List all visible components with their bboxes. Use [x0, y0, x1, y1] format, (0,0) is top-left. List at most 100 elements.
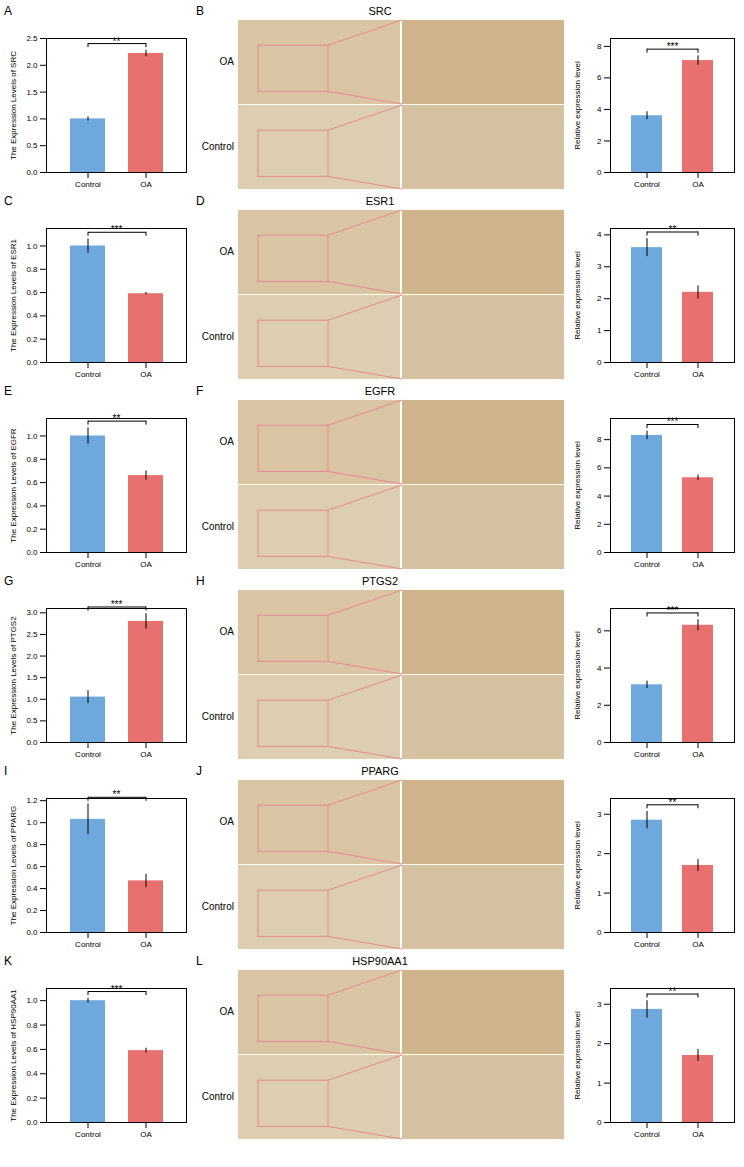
svg-text:Control: Control	[634, 750, 660, 759]
svg-text:1.5: 1.5	[26, 673, 38, 682]
svg-text:**: **	[669, 224, 677, 235]
svg-text:OA: OA	[220, 816, 235, 827]
svg-text:0.2: 0.2	[26, 906, 38, 915]
svg-text:***: ***	[667, 41, 679, 52]
svg-text:Control: Control	[634, 560, 660, 569]
svg-text:OA: OA	[692, 180, 704, 189]
svg-text:1: 1	[597, 889, 602, 898]
svg-text:OA: OA	[692, 750, 704, 759]
svg-text:OA: OA	[140, 750, 152, 759]
svg-text:The Expression Levels of HSP90: The Expression Levels of HSP90AA1	[9, 989, 18, 1122]
svg-text:0.0: 0.0	[26, 1118, 38, 1127]
svg-text:Control: Control	[634, 940, 660, 949]
svg-text:3: 3	[597, 810, 602, 819]
svg-text:Control: Control	[75, 940, 101, 949]
svg-text:0.0: 0.0	[26, 358, 38, 367]
svg-text:OA: OA	[220, 626, 235, 637]
svg-text:0.6: 0.6	[26, 478, 38, 487]
svg-text:The Expression Levels of ESR1: The Expression Levels of ESR1	[9, 238, 18, 351]
svg-text:OA: OA	[692, 560, 704, 569]
svg-text:Control: Control	[75, 370, 101, 379]
svg-text:4: 4	[597, 492, 602, 501]
svg-text:Relative expression level: Relative expression level	[573, 821, 582, 910]
svg-text:0: 0	[597, 548, 602, 557]
svg-text:Control: Control	[634, 1130, 660, 1139]
svg-text:1.5: 1.5	[26, 88, 38, 97]
svg-text:***: ***	[111, 224, 123, 235]
svg-text:0.8: 0.8	[26, 840, 38, 849]
svg-text:OA: OA	[140, 560, 152, 569]
svg-text:2: 2	[597, 1039, 602, 1048]
svg-text:1.0: 1.0	[26, 695, 38, 704]
svg-text:0.6: 0.6	[26, 1045, 38, 1054]
svg-text:**: **	[669, 986, 677, 997]
svg-text:3: 3	[597, 1000, 602, 1009]
svg-text:***: ***	[111, 984, 123, 995]
svg-text:The Expression Levels of PTGS2: The Expression Levels of PTGS2	[9, 616, 18, 735]
svg-text:0.8: 0.8	[26, 1021, 38, 1030]
svg-text:0.8: 0.8	[26, 455, 38, 464]
svg-text:2: 2	[597, 137, 602, 146]
svg-text:0.2: 0.2	[26, 335, 38, 344]
svg-text:The Expression Levels of EGFR: The Expression Levels of EGFR	[9, 428, 18, 542]
svg-text:Relative expression level: Relative expression level	[573, 61, 582, 150]
svg-text:Control: Control	[75, 1130, 101, 1139]
svg-text:0: 0	[597, 928, 602, 937]
svg-text:OA: OA	[220, 246, 235, 257]
svg-text:8: 8	[597, 42, 602, 51]
svg-text:OA: OA	[220, 56, 235, 67]
svg-text:0.5: 0.5	[26, 716, 38, 725]
svg-text:0.0: 0.0	[26, 738, 38, 747]
svg-text:2.5: 2.5	[26, 630, 38, 639]
svg-text:2.0: 2.0	[26, 61, 38, 70]
svg-text:3: 3	[597, 262, 602, 271]
svg-text:0.4: 0.4	[26, 884, 38, 893]
svg-text:OA: OA	[140, 370, 152, 379]
svg-text:0.4: 0.4	[26, 311, 38, 320]
svg-text:1.2: 1.2	[26, 796, 38, 805]
svg-text:1.0: 1.0	[26, 818, 38, 827]
svg-text:Control: Control	[75, 180, 101, 189]
svg-text:0.4: 0.4	[26, 1069, 38, 1078]
svg-text:2: 2	[597, 849, 602, 858]
svg-text:4: 4	[597, 105, 602, 114]
svg-text:0.5: 0.5	[26, 141, 38, 150]
svg-text:1.0: 1.0	[26, 242, 38, 251]
svg-text:Relative expression level: Relative expression level	[573, 1011, 582, 1100]
svg-text:Control: Control	[75, 750, 101, 759]
svg-text:***: ***	[667, 605, 679, 616]
svg-text:0: 0	[597, 168, 602, 177]
svg-text:**: **	[113, 36, 121, 47]
svg-text:2: 2	[597, 520, 602, 529]
svg-text:Control: Control	[202, 711, 234, 722]
svg-text:4: 4	[597, 230, 602, 239]
svg-text:OA: OA	[692, 1130, 704, 1139]
svg-text:2.5: 2.5	[26, 34, 38, 43]
svg-text:3.0: 3.0	[26, 608, 38, 617]
svg-text:2: 2	[597, 701, 602, 710]
svg-text:6: 6	[597, 73, 602, 82]
svg-text:Control: Control	[202, 901, 234, 912]
svg-text:0.0: 0.0	[26, 168, 38, 177]
svg-text:6: 6	[597, 626, 602, 635]
svg-text:Control: Control	[202, 1091, 234, 1102]
svg-text:1.0: 1.0	[26, 996, 38, 1005]
svg-text:2.0: 2.0	[26, 652, 38, 661]
svg-text:4: 4	[597, 664, 602, 673]
svg-text:1: 1	[597, 1079, 602, 1088]
svg-text:1: 1	[597, 326, 602, 335]
svg-text:0.0: 0.0	[26, 928, 38, 937]
svg-text:The Expression Levels of SRC: The Expression Levels of SRC	[9, 51, 18, 160]
svg-text:0.8: 0.8	[26, 265, 38, 274]
svg-text:OA: OA	[140, 180, 152, 189]
svg-text:0.2: 0.2	[26, 1094, 38, 1103]
svg-text:Control: Control	[75, 560, 101, 569]
svg-text:Relative expression level: Relative expression level	[573, 251, 582, 340]
svg-text:The Expression Levels of PPARG: The Expression Levels of PPARG	[9, 806, 18, 925]
svg-text:6: 6	[597, 463, 602, 472]
svg-text:OA: OA	[692, 370, 704, 379]
svg-text:0: 0	[597, 738, 602, 747]
svg-text:0.6: 0.6	[26, 288, 38, 297]
svg-text:Control: Control	[202, 331, 234, 342]
svg-text:OA: OA	[140, 1130, 152, 1139]
